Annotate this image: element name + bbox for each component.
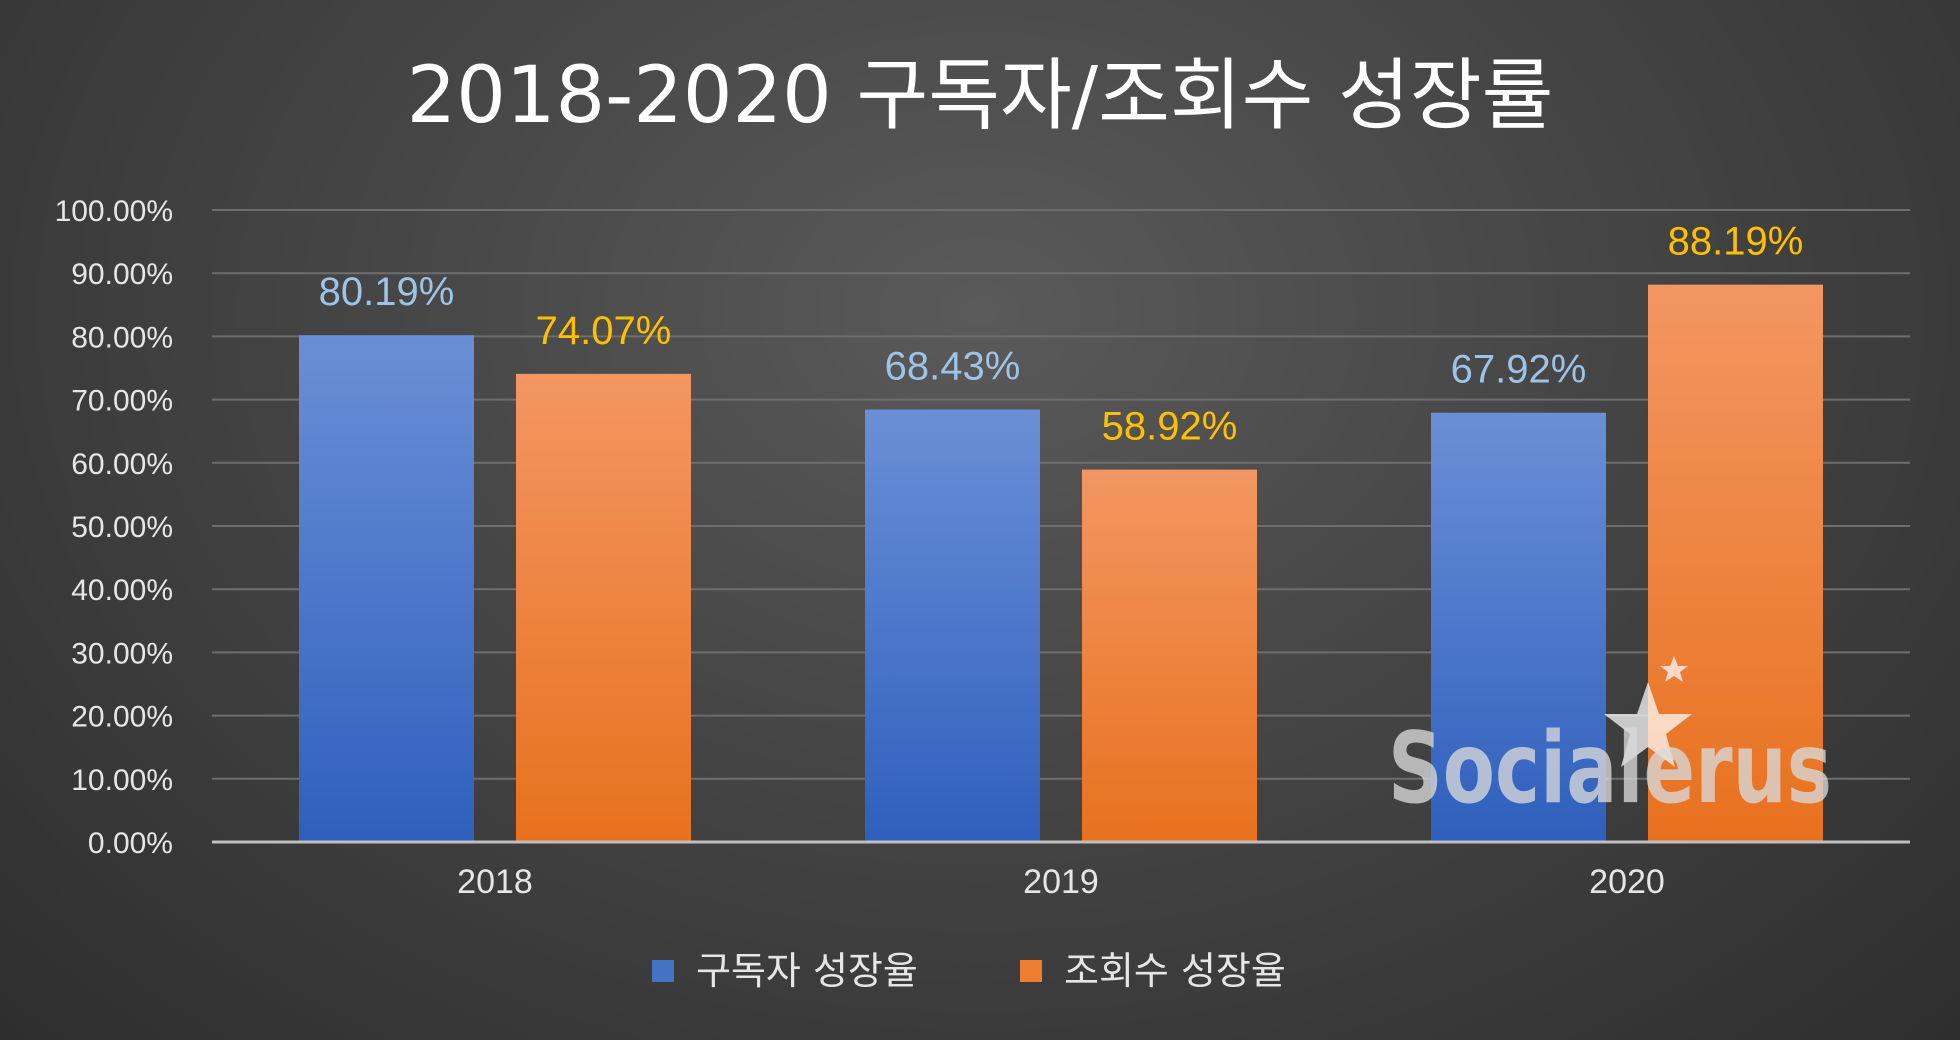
watermark: Socialerus [1388,656,1832,826]
x-tick-label: 2018 [457,863,533,901]
legend-label: 조회수 성장율 [1064,949,1286,993]
y-tick-label: 0.00% [88,827,173,860]
data-label: 68.43% [885,345,1021,389]
y-tick-label: 20.00% [71,701,173,734]
y-tick-label: 90.00% [71,258,173,291]
legend: 구독자 성장율 조회수 성장율 [652,949,1286,993]
data-label: 67.92% [1451,348,1587,392]
bar-views-2020 [1648,284,1823,843]
grid-lines [212,209,1910,780]
data-labels: 80.19% 74.07% 68.43% 58.92% 67.92% 88.19% [319,220,1804,449]
y-tick-label: 40.00% [71,574,173,607]
y-tick-label: 80.00% [71,321,173,354]
bar-views-2018 [516,373,691,842]
data-label: 74.07% [536,309,672,353]
star-icon-small [1660,656,1688,682]
bars [299,284,1823,843]
data-label: 58.92% [1102,405,1238,449]
star-icon [1604,682,1692,767]
legend-swatch [652,960,674,982]
y-tick-label: 10.00% [71,764,173,797]
x-axis-ticks: 2018 2019 2020 [457,863,1665,901]
chart-title: 2018-2020 구독자/조회수 성장률 [407,51,1554,141]
y-tick-label: 60.00% [71,448,173,481]
bar-subscribers-2020 [1431,412,1606,842]
x-tick-label: 2020 [1589,863,1665,901]
y-tick-label: 100.00% [55,195,173,228]
bar-subscribers-2019 [865,409,1040,842]
bar-subscribers-2018 [299,335,474,842]
bar-views-2019 [1082,469,1257,842]
data-label: 88.19% [1668,220,1804,264]
watermark-text: Socialerus [1388,712,1832,826]
x-tick-label: 2019 [1023,863,1099,901]
data-label: 80.19% [319,270,455,314]
legend-swatch [1020,960,1042,982]
legend-label: 구독자 성장율 [696,949,918,993]
y-tick-label: 50.00% [71,511,173,544]
y-axis-ticks: 0.00% 10.00% 20.00% 30.00% 40.00% 50.00% 60.00… [55,195,173,860]
y-tick-label: 30.00% [71,637,173,670]
y-tick-label: 70.00% [71,385,173,418]
